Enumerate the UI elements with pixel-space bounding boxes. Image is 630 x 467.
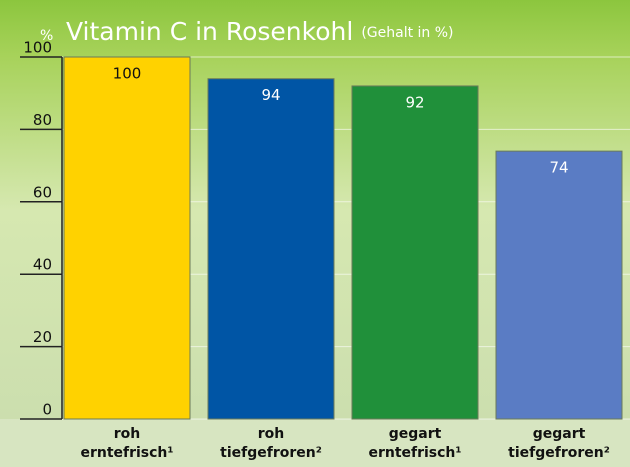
y-tick-label: 60 <box>33 183 52 201</box>
x-tick-label: erntefrisch¹ <box>80 445 173 461</box>
y-tick-label: 100 <box>23 39 52 57</box>
bar <box>351 85 479 420</box>
category-strip <box>0 419 630 467</box>
y-axis-label: % <box>40 28 53 44</box>
chart-title: Vitamin C in Rosenkohl <box>66 17 353 46</box>
x-tick-label: erntefrisch¹ <box>368 445 461 461</box>
y-tick-label: 0 <box>42 401 52 419</box>
bar <box>495 150 623 420</box>
bar <box>63 56 191 420</box>
y-tick-label: 40 <box>33 256 52 274</box>
value-label: 92 <box>405 93 424 111</box>
chart-title-group: Vitamin C in Rosenkohl (Gehalt in %) <box>66 17 454 46</box>
x-tick-label: gegart <box>389 426 442 442</box>
value-label: 94 <box>261 86 280 104</box>
x-tick-label: roh <box>258 426 285 442</box>
bar <box>207 78 335 420</box>
value-label: 74 <box>549 159 568 177</box>
x-tick-label: tiefgefroren² <box>508 445 610 461</box>
value-label: 100 <box>113 65 142 83</box>
x-tick-label: gegart <box>533 426 586 442</box>
x-tick-label: tiefgefroren² <box>220 445 322 461</box>
x-tick-label: roh <box>114 426 141 442</box>
chart-subtitle: (Gehalt in %) <box>361 25 453 41</box>
y-tick-label: 20 <box>33 328 52 346</box>
y-tick-label: 80 <box>33 111 52 129</box>
